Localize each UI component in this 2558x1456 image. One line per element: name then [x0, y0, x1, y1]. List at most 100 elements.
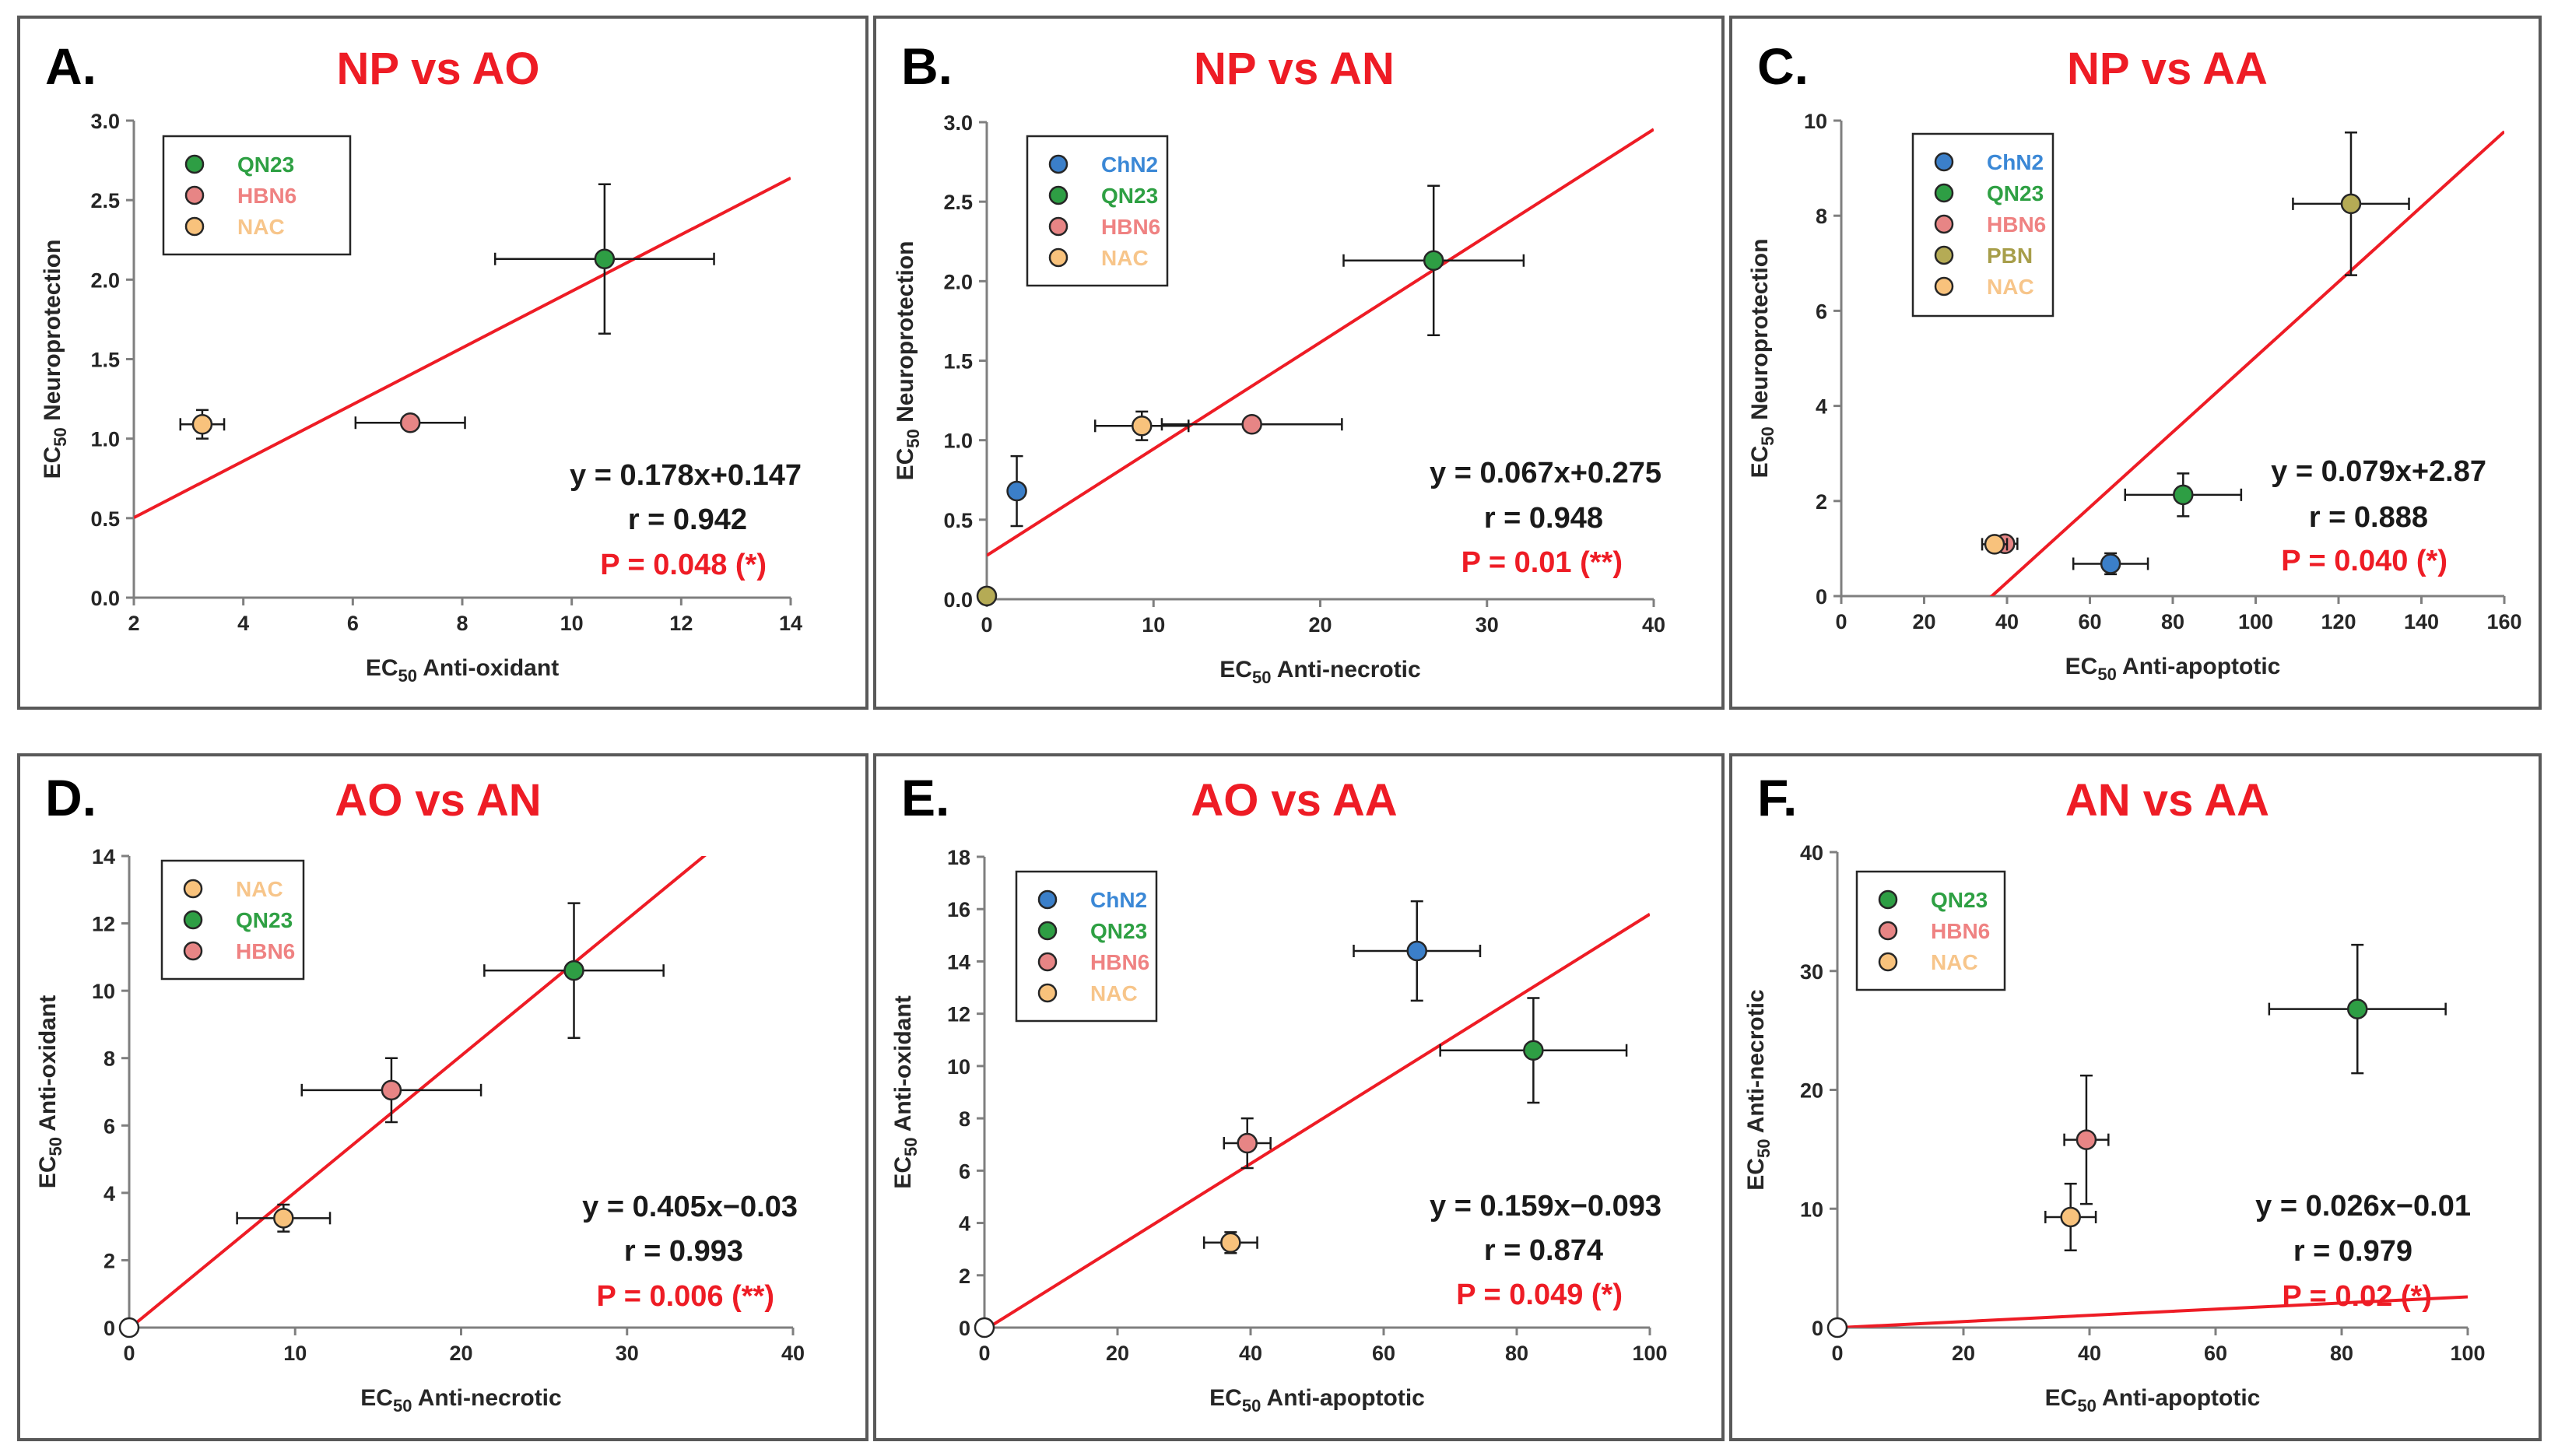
x-tick-label: 20 — [449, 1342, 472, 1365]
point-marker — [1406, 940, 1427, 962]
y-tick-label: 0 — [104, 1317, 115, 1340]
p-value: P = 0.01 (**) — [1461, 546, 1623, 579]
legend-label: QN23 — [1931, 888, 1988, 912]
legend-marker — [1037, 983, 1058, 1003]
panel-d: D. AO vs AN 0 10 20 30 40 0 2 4 6 8 10 12 14 EC50 Anti-… — [17, 753, 868, 1441]
panel-frame — [873, 16, 1725, 710]
legend: NAC QN23 HBN6 — [160, 859, 305, 981]
y-tick-label: 1.5 — [90, 349, 120, 372]
p-value: P = 0.048 (*) — [600, 549, 767, 581]
legend: ChN2 QN23 HBN6 NAC — [1015, 870, 1158, 1023]
x-tick-label: 60 — [1372, 1342, 1395, 1365]
panel-frame — [873, 753, 1725, 1441]
x-axis-label: EC50 Anti-apoptotic — [2065, 654, 2281, 684]
regression-line — [129, 856, 707, 1328]
x-tick-label: 30 — [1475, 613, 1499, 637]
x-tick-label: 40 — [2078, 1342, 2101, 1365]
x-tick-label: 30 — [616, 1342, 639, 1365]
data-point-nac — [1202, 1231, 1258, 1254]
regression-line — [134, 176, 791, 519]
y-tick-label: 0.0 — [943, 588, 973, 612]
legend-label: QN23 — [1987, 181, 2044, 205]
legend-label: NAC — [1090, 981, 1138, 1005]
legend-marker — [1048, 154, 1068, 174]
point-marker — [1423, 250, 1444, 272]
point-marker — [976, 585, 998, 607]
point-marker — [974, 1317, 995, 1338]
panel-letter: B. — [901, 37, 953, 95]
x-axis-label: EC50 Anti-oxidant — [366, 655, 559, 686]
y-tick-label: 10 — [1800, 1198, 1823, 1221]
legend-label: HBN6 — [1090, 950, 1149, 974]
legend-marker — [183, 879, 203, 899]
data-point-pbn — [2292, 132, 2410, 276]
x-tick-label: 20 — [1308, 613, 1332, 637]
point-marker — [2340, 193, 2362, 215]
legend-marker — [1048, 216, 1068, 237]
chart-title: NP vs AN — [1194, 44, 1395, 94]
x-tick-label: 120 — [2321, 610, 2356, 633]
x-tick-label: 14 — [779, 612, 802, 635]
x-tick-label: 40 — [1995, 610, 2019, 633]
point-marker — [2076, 1129, 2097, 1150]
data-point-hbn6 — [1160, 413, 1343, 435]
legend-marker — [1934, 183, 1954, 203]
legend-label: ChN2 — [1987, 150, 2044, 174]
legend-label: NAC — [1931, 950, 1978, 974]
y-tick-label: 0 — [1812, 1317, 1823, 1340]
x-tick-label: 80 — [2330, 1342, 2353, 1365]
y-axis-label: EC50 Anti-necrotic — [1743, 989, 1774, 1190]
y-tick-label: 0.0 — [90, 587, 120, 610]
legend-marker — [1878, 921, 1898, 941]
y-axis-label: EC50 Anti-oxidant — [890, 995, 921, 1188]
panel-frame — [17, 16, 868, 710]
p-value: P = 0.02 (*) — [2282, 1280, 2432, 1313]
point-marker — [2347, 998, 2368, 1019]
y-tick-label: 2 — [104, 1249, 115, 1272]
y-tick-label: 0 — [959, 1317, 970, 1340]
x-axis-label: EC50 Anti-necrotic — [360, 1385, 561, 1416]
panel-letter: E. — [901, 769, 949, 826]
legend-marker — [1048, 185, 1068, 205]
legend-marker — [1934, 214, 1954, 234]
y-tick-label: 3.0 — [943, 111, 973, 135]
chart-title: NP vs AA — [2067, 44, 2268, 94]
chart-title: AN vs AA — [2065, 775, 2269, 826]
data-point-chn2 — [1353, 900, 1482, 1002]
y-tick-label: 10 — [947, 1055, 970, 1079]
legend-marker — [1037, 921, 1058, 941]
panel-b: B. NP vs AN 0 10 20 30 40 0.0 0.5 1.0 1.5 2.0 2.5 3.0… — [873, 16, 1725, 710]
x-tick-label: 2 — [128, 612, 139, 635]
panel-letter: D. — [45, 769, 96, 826]
x-tick-label: 10 — [283, 1342, 307, 1365]
y-tick-label: 20 — [1800, 1079, 1823, 1103]
point-marker — [1220, 1232, 1241, 1254]
legend-marker — [183, 910, 203, 930]
correlation-r: r = 0.948 — [1484, 502, 1603, 535]
legend-label: ChN2 — [1101, 153, 1158, 177]
y-tick-label: 4 — [104, 1182, 115, 1205]
legend-label: HBN6 — [1931, 919, 1990, 943]
data-point-qn23 — [483, 902, 665, 1039]
y-tick-label: 2.0 — [90, 268, 120, 292]
data-point-qn23 — [1342, 184, 1525, 337]
y-tick-label: 0.5 — [90, 507, 120, 531]
point-marker — [381, 1079, 402, 1101]
data-point-nac — [1094, 410, 1190, 441]
data-point-qn23 — [1439, 997, 1628, 1104]
data-point-hbn6 — [300, 1057, 482, 1124]
point-marker — [191, 414, 213, 435]
correlation-r: r = 0.942 — [628, 503, 747, 536]
panel-a: A. NP vs AO 2 4 6 8 10 12 14 0.0 0.5 1.0 1.5 2.0 2.5 3.… — [17, 16, 868, 710]
legend-marker — [184, 216, 205, 237]
legend-marker — [183, 941, 203, 961]
point-marker — [118, 1317, 140, 1338]
data-point-pbn — [976, 585, 998, 607]
legend-marker — [1878, 952, 1898, 972]
y-tick-label: 16 — [947, 898, 970, 921]
legend-marker — [1037, 889, 1058, 910]
legend-label: ChN2 — [1090, 888, 1147, 912]
data-point-qn23 — [493, 183, 715, 335]
legend-label: QN23 — [1090, 919, 1147, 943]
